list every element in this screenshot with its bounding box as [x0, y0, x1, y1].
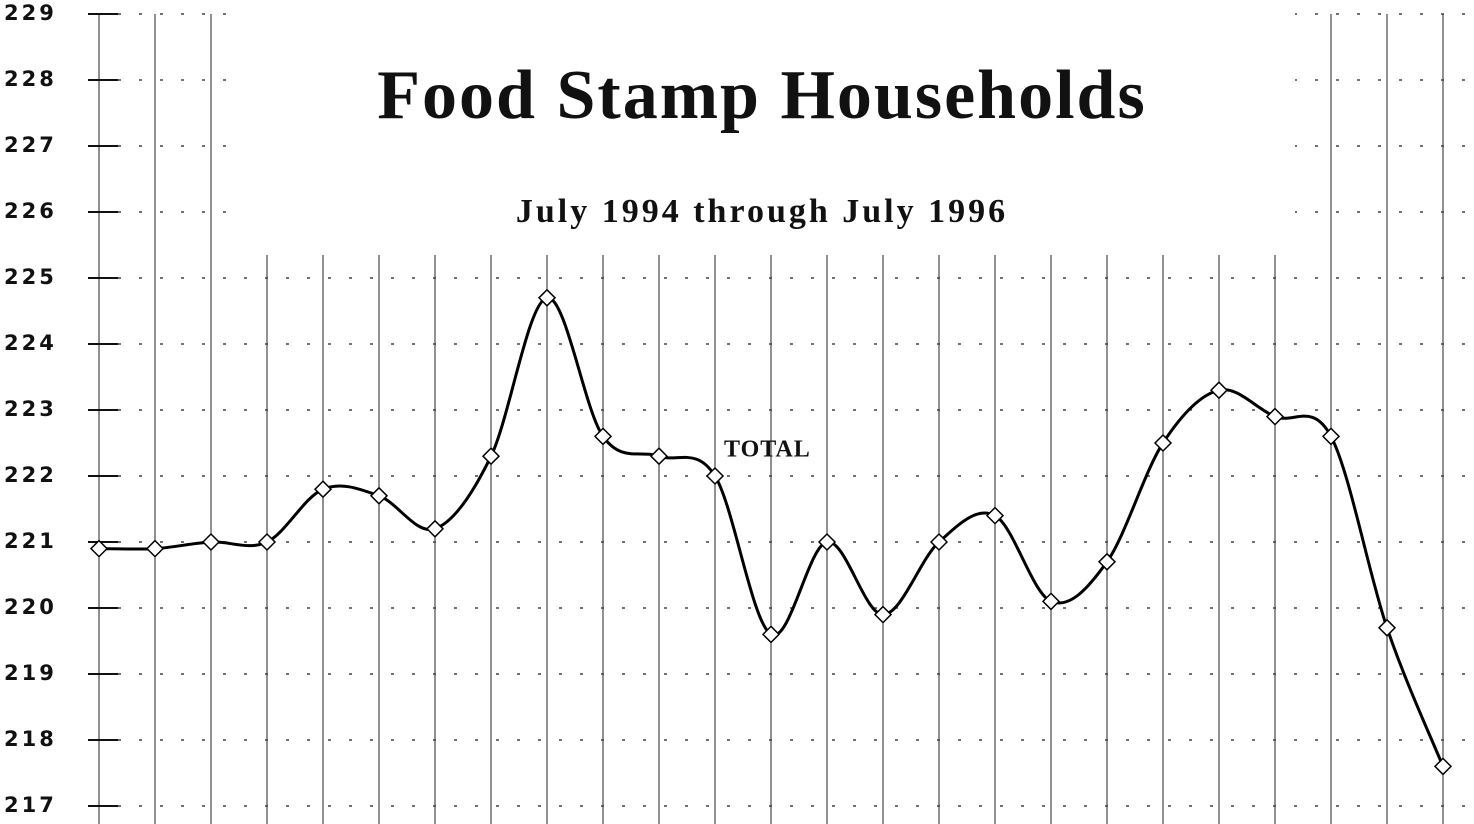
y-tick-label: 226	[4, 199, 57, 223]
point-marker	[1041, 592, 1061, 611]
chart-subtitle: July 1994 through July 1996	[516, 193, 1008, 230]
y-tick-label: 221	[4, 529, 57, 553]
y-tick-label: 220	[4, 595, 57, 619]
series-line	[98, 296, 1445, 767]
point-marker	[761, 625, 781, 644]
title-backdrop	[235, 0, 1295, 255]
point-marker	[313, 480, 333, 499]
point-marker	[89, 539, 109, 558]
series-label: TOTAL	[724, 437, 811, 463]
y-tick-label: 229	[4, 1, 57, 25]
point-marker	[1265, 407, 1285, 426]
point-marker	[1321, 427, 1341, 446]
chart-title: Food Stamp Households	[377, 57, 1146, 134]
y-tick-label: 222	[4, 463, 57, 487]
point-marker	[481, 447, 501, 466]
point-marker	[705, 466, 725, 486]
point-marker	[1153, 433, 1173, 453]
y-tick-label: 227	[4, 133, 57, 157]
point-marker	[1209, 381, 1229, 400]
point-marker	[649, 447, 669, 466]
point-marker	[1097, 552, 1117, 571]
y-tick-label: 225	[4, 265, 57, 289]
point-marker	[817, 532, 837, 552]
point-marker	[257, 532, 277, 552]
point-marker	[929, 532, 949, 552]
point-marker	[985, 506, 1005, 525]
point-marker	[1433, 757, 1453, 776]
point-marker	[1377, 618, 1397, 637]
y-tick-label: 228	[4, 67, 57, 91]
point-marker	[369, 486, 389, 505]
point-marker	[537, 288, 557, 307]
y-tick-label: 223	[4, 397, 57, 421]
y-tick-label: 217	[4, 793, 57, 817]
point-marker	[425, 519, 445, 538]
point-marker	[145, 539, 165, 558]
point-marker	[201, 532, 221, 552]
y-tick-label: 219	[4, 661, 57, 685]
point-marker	[593, 427, 613, 446]
y-tick-label: 224	[4, 331, 57, 355]
y-tick-label: 218	[4, 727, 57, 751]
point-marker	[873, 605, 893, 624]
